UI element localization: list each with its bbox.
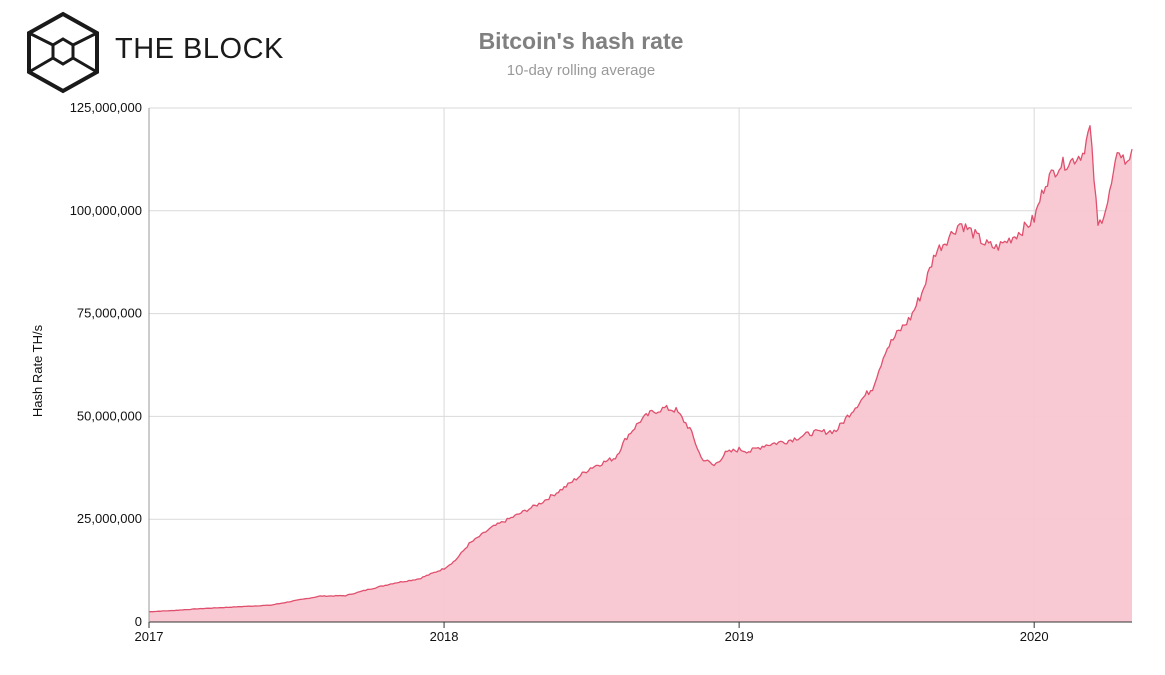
y-tick-label: 0 [135, 614, 142, 629]
brand-name: THE BLOCK [115, 33, 284, 65]
chart-title: Bitcoin's hash rate [479, 28, 684, 54]
y-tick-label: 75,000,000 [77, 306, 142, 321]
plot-area [148, 125, 1133, 622]
x-tick-label: 2018 [430, 629, 459, 644]
x-tick-label: 2019 [725, 629, 754, 644]
series-line [148, 125, 1133, 613]
x-tick-label: 2020 [1020, 629, 1049, 644]
the-block-cube-logo-icon [27, 11, 99, 94]
chart-subtitle: 10-day rolling average [507, 62, 655, 79]
series-area [149, 125, 1132, 622]
axes: 0 25,000,000 50,000,000 75,000,000 100,000,0… [70, 100, 1132, 644]
y-tick-label: 125,000,000 [70, 100, 142, 115]
y-axis-title: Hash Rate TH/s [30, 324, 45, 417]
y-tick-label: 50,000,000 [77, 408, 142, 423]
y-tick-label: 25,000,000 [77, 511, 142, 526]
y-tick-label: 100,000,000 [70, 203, 142, 218]
x-tick-label: 2017 [135, 629, 164, 644]
